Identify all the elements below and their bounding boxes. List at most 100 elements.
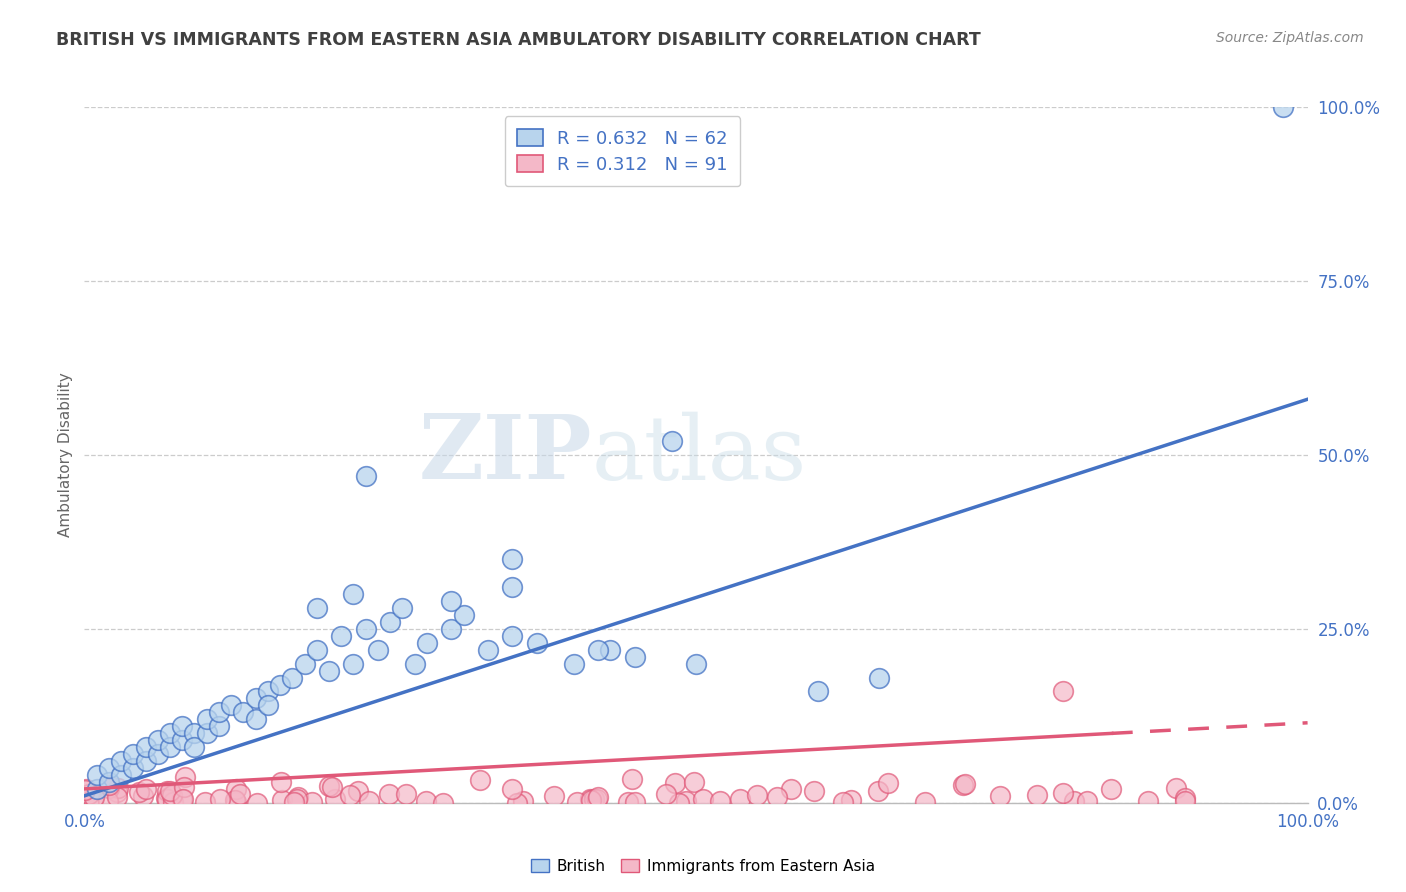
Text: Source: ZipAtlas.com: Source: ZipAtlas.com [1216,31,1364,45]
Point [135,754,157,768]
Point [122,747,145,761]
Y-axis label: Ambulatory Disability: Ambulatory Disability [58,373,73,537]
Point [128,785,150,799]
Point [172,792,194,806]
Point [380,615,402,629]
Point [107,790,129,805]
Point [135,781,157,796]
Legend: British, Immigrants from Eastern Asia: British, Immigrants from Eastern Asia [524,853,882,880]
Text: BRITISH VS IMMIGRANTS FROM EASTERN ASIA AMBULATORY DISABILITY CORRELATION CHART: BRITISH VS IMMIGRANTS FROM EASTERN ASIA … [56,31,981,49]
Point [79,787,101,801]
Point [415,795,437,809]
Point [225,795,247,809]
Legend: R = 0.632   N = 62, R = 0.312   N = 91: R = 0.632 N = 62, R = 0.312 N = 91 [505,116,741,186]
Point [543,789,565,804]
Point [257,698,280,713]
Point [391,601,413,615]
Point [281,671,304,685]
Point [586,790,609,805]
Point [75,781,97,796]
Point [1052,684,1074,698]
Point [468,772,491,787]
Point [914,796,936,810]
Point [107,781,129,796]
Point [624,796,647,810]
Point [952,779,974,793]
Point [224,793,246,807]
Point [228,787,250,801]
Point [301,795,323,809]
Point [1099,782,1122,797]
Point [318,664,340,678]
Point [82,794,104,808]
Point [257,684,280,698]
Point [97,775,120,789]
Point [132,789,155,804]
Point [245,691,267,706]
Point [654,787,676,801]
Point [321,780,343,795]
Point [183,726,205,740]
Point [1174,794,1197,808]
Point [526,636,548,650]
Point [581,793,603,807]
Point [1052,786,1074,800]
Point [807,684,830,698]
Point [432,796,454,810]
Point [953,777,976,791]
Point [156,792,179,806]
Point [342,657,364,671]
Point [803,784,825,798]
Point [988,789,1011,804]
Point [122,761,145,775]
Point [225,782,247,797]
Point [1272,100,1295,114]
Point [172,733,194,747]
Point [766,789,789,804]
Point [269,677,291,691]
Point [617,795,640,809]
Point [172,792,194,806]
Point [675,793,697,807]
Point [395,787,418,801]
Point [146,733,169,747]
Point [155,791,177,805]
Point [1025,788,1047,802]
Point [877,776,900,790]
Point [97,795,120,809]
Point [416,636,439,650]
Point [440,622,463,636]
Point [624,649,647,664]
Point [86,781,108,796]
Point [110,768,132,782]
Point [586,642,609,657]
Point [780,781,803,796]
Point [367,642,389,657]
Point [270,775,292,789]
Point [586,792,609,806]
Text: ZIP: ZIP [419,411,592,499]
Point [162,795,184,809]
Point [440,594,463,608]
Point [97,761,120,775]
Point [195,712,218,726]
Point [709,794,731,808]
Point [271,793,294,807]
Point [354,622,377,636]
Point [692,792,714,806]
Point [512,794,534,808]
Point [453,607,475,622]
Point [159,726,181,740]
Point [219,698,242,713]
Point [283,796,305,810]
Point [98,780,121,795]
Point [173,780,195,795]
Point [839,793,862,807]
Point [668,796,690,810]
Point [506,796,529,810]
Point [97,778,120,792]
Point [1137,793,1160,807]
Point [232,706,254,720]
Point [347,784,370,798]
Point [287,792,309,806]
